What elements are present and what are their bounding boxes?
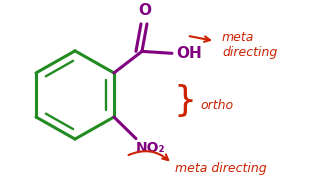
Text: OH: OH	[176, 46, 202, 61]
Text: }: }	[174, 84, 196, 118]
Text: meta directing: meta directing	[175, 162, 267, 175]
Text: O: O	[138, 3, 151, 18]
Text: meta
directing: meta directing	[222, 31, 277, 59]
Text: ortho: ortho	[200, 99, 233, 112]
Text: NO₂: NO₂	[136, 141, 166, 155]
